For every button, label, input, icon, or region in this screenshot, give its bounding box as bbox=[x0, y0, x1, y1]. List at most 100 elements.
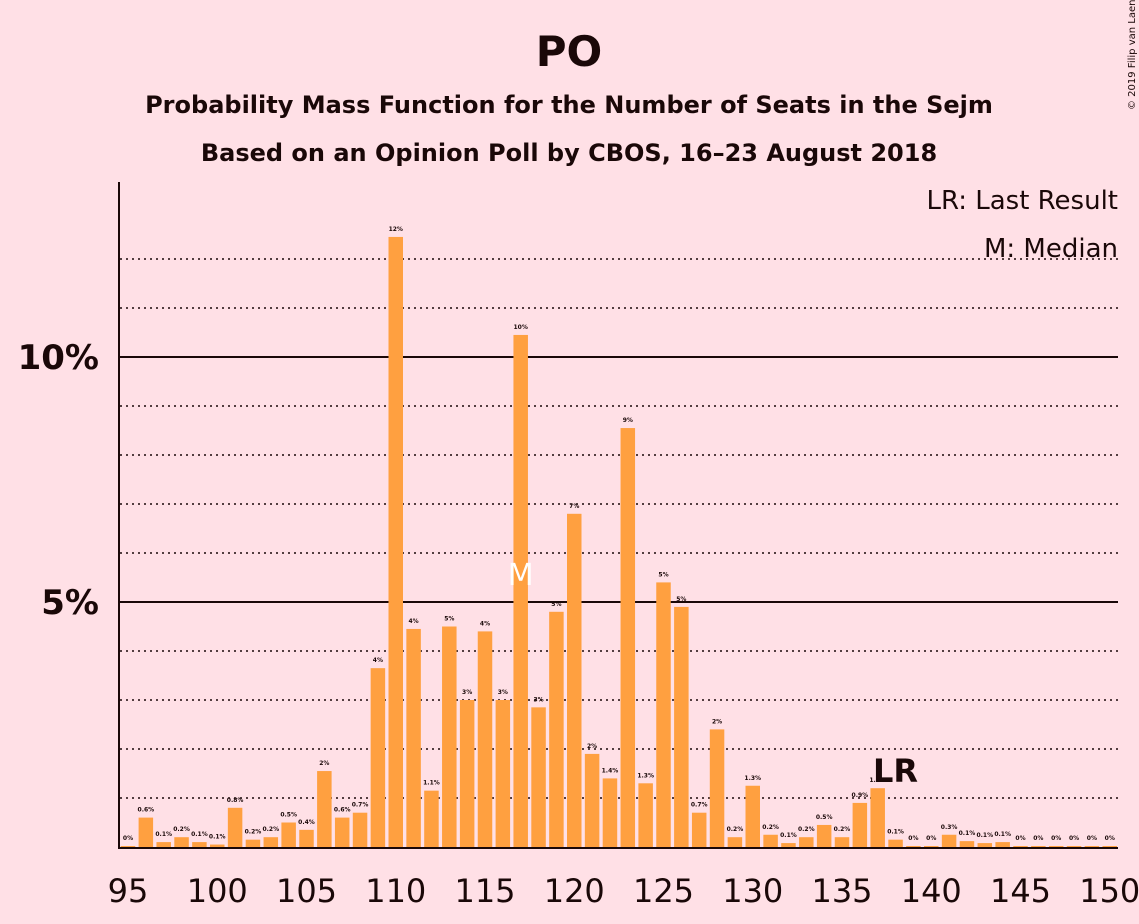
bar-seat-139 bbox=[906, 846, 921, 847]
data-labels: 0%0.6%0.1%0.2%0.1% 0.1%0.8%0.2% 0.2%0.5%0.… bbox=[123, 226, 1115, 842]
copyright-notice: © 2019 Filip van Laenen bbox=[1127, 0, 1138, 110]
data-label-142: 0.1% bbox=[959, 830, 976, 837]
data-label-140: 0% bbox=[926, 835, 936, 842]
data-label-99: 0.1% bbox=[191, 831, 208, 838]
data-label-117: 10% bbox=[514, 324, 528, 331]
x-tick-145: 145 bbox=[990, 872, 1051, 910]
bar-seat-95 bbox=[120, 846, 136, 847]
bar-seat-147 bbox=[1048, 846, 1064, 847]
data-label-106: 2% bbox=[319, 760, 329, 767]
data-label-101: 0.8% bbox=[227, 797, 244, 804]
data-label-131: 0.2% bbox=[762, 824, 779, 831]
data-label-141: 0.3% bbox=[941, 824, 958, 831]
data-label-119: 5% bbox=[551, 601, 561, 608]
data-label-116: 3% bbox=[498, 689, 508, 696]
bar-seat-114 bbox=[459, 700, 475, 847]
data-label-149: 0% bbox=[1087, 835, 1097, 842]
data-label-122: 1.4% bbox=[602, 767, 619, 774]
y-tick-5: 5% bbox=[41, 583, 99, 623]
bar-seat-111 bbox=[406, 628, 421, 847]
data-label-134: 0.5% bbox=[816, 814, 833, 821]
data-label-143: 0.1% bbox=[976, 832, 993, 839]
data-label-128: 2% bbox=[712, 718, 722, 725]
bar-seat-122 bbox=[602, 778, 618, 847]
data-label-133: 0.2% bbox=[798, 826, 815, 833]
bar-seat-105 bbox=[299, 829, 314, 847]
data-label-104: 0.5% bbox=[280, 812, 297, 819]
bar-seat-140 bbox=[924, 846, 939, 847]
bar-seat-134 bbox=[816, 824, 832, 847]
bar-seat-124 bbox=[638, 783, 653, 847]
data-label-139: 0% bbox=[908, 835, 918, 842]
bar-seat-101 bbox=[227, 807, 243, 847]
data-label-126: 5% bbox=[676, 596, 686, 603]
data-label-135: 0.2% bbox=[834, 826, 851, 833]
data-label-138: 0.1% bbox=[887, 829, 904, 836]
x-tick-130: 130 bbox=[722, 872, 783, 910]
bar-seat-120 bbox=[567, 513, 582, 847]
data-label-115: 4% bbox=[480, 620, 490, 627]
data-label-144: 0.1% bbox=[994, 831, 1011, 838]
data-label-124: 1.3% bbox=[637, 772, 654, 779]
y-tick-10: 10% bbox=[18, 338, 99, 378]
data-label-108: 0.7% bbox=[352, 802, 369, 809]
x-tick-105: 105 bbox=[276, 872, 337, 910]
bar-seat-117 bbox=[513, 334, 528, 847]
data-label-96: 0.6% bbox=[138, 807, 155, 814]
bar-seat-119 bbox=[549, 611, 564, 847]
data-label-121: 2% bbox=[587, 743, 597, 750]
markers: M LR bbox=[508, 558, 918, 790]
data-label-123: 9% bbox=[623, 417, 633, 424]
bar-seat-118 bbox=[531, 707, 546, 847]
data-label-120: 7% bbox=[569, 503, 579, 510]
axes bbox=[118, 182, 1118, 849]
data-label-98: 0.2% bbox=[173, 826, 190, 833]
data-label-147: 0% bbox=[1051, 835, 1061, 842]
bar-seat-143 bbox=[977, 843, 993, 847]
bar-seat-97 bbox=[156, 842, 171, 847]
bar-seat-103 bbox=[263, 837, 279, 847]
bar-seat-145 bbox=[1013, 846, 1028, 847]
x-tick-labels: 95 100 105 110 115 120 125 130 135 140 145 150 bbox=[108, 872, 1139, 910]
bar-seat-100 bbox=[210, 844, 225, 847]
bar-seat-142 bbox=[959, 841, 975, 847]
bar-seat-149 bbox=[1084, 846, 1100, 847]
bar-seat-104 bbox=[281, 822, 296, 847]
median-marker: M bbox=[508, 558, 534, 593]
bar-seat-106 bbox=[317, 771, 332, 847]
bar-seat-150 bbox=[1102, 846, 1117, 847]
bar-seat-116 bbox=[495, 700, 511, 847]
bar-seat-109 bbox=[370, 668, 386, 847]
bar-seat-148 bbox=[1066, 846, 1082, 847]
data-label-136: 0.9% bbox=[852, 792, 869, 799]
bar-seat-115 bbox=[477, 631, 493, 847]
data-label-145: 0% bbox=[1015, 835, 1025, 842]
bar-seat-110 bbox=[388, 236, 403, 847]
legend-last-result: LR: Last Result bbox=[926, 186, 1118, 216]
bar-seat-107 bbox=[334, 817, 350, 847]
data-label-97: 0.1% bbox=[155, 831, 172, 838]
bar-seat-144 bbox=[995, 842, 1010, 847]
grid-lines bbox=[120, 258, 1118, 799]
data-label-129: 0.2% bbox=[727, 826, 744, 833]
bar-seat-128 bbox=[709, 729, 725, 847]
x-tick-115: 115 bbox=[454, 872, 515, 910]
data-label-118: 3% bbox=[533, 696, 543, 703]
x-tick-135: 135 bbox=[811, 872, 872, 910]
legend-median: M: Median bbox=[984, 234, 1118, 264]
y-tick-labels: 5% 10% bbox=[18, 338, 99, 623]
bar-seat-108 bbox=[352, 812, 368, 847]
data-label-112: 1.1% bbox=[423, 780, 440, 787]
data-label-105: 0.4% bbox=[298, 819, 315, 826]
x-tick-150: 150 bbox=[1079, 872, 1139, 910]
bar-seat-130 bbox=[745, 785, 760, 847]
data-label-100: 0.1% bbox=[209, 834, 226, 841]
data-label-150: 0% bbox=[1105, 835, 1115, 842]
data-label-111: 4% bbox=[409, 618, 419, 625]
bar-seat-129 bbox=[727, 837, 743, 847]
data-label-95: 0% bbox=[123, 835, 133, 842]
bar-seat-123 bbox=[620, 428, 636, 847]
bar-seat-133 bbox=[799, 837, 814, 847]
x-tick-95: 95 bbox=[108, 872, 149, 910]
